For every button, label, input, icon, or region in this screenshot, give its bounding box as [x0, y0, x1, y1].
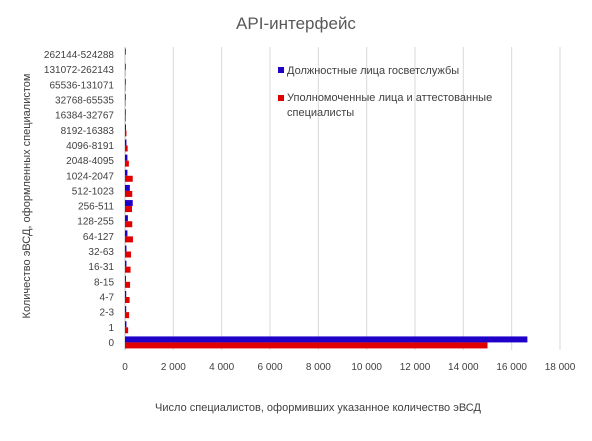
legend-label-series-1: Должностные лица госветслужбы	[287, 65, 459, 77]
bar-series-2-256-511	[125, 206, 133, 213]
bar-series-2-32-63	[125, 251, 132, 258]
bar-series-2-1024-2047	[125, 175, 133, 182]
y-tick-label: 128-255	[77, 217, 114, 228]
x-tick-label: 6 000	[257, 362, 282, 373]
bar-series-2-2-3	[125, 312, 130, 319]
bar-series-1-128-255	[125, 215, 128, 222]
bar-series-1-16384-32767	[125, 109, 126, 116]
bar-series-2-1	[125, 327, 129, 334]
y-tick-label: 262144-524288	[44, 50, 115, 61]
x-tick-label: 16 000	[496, 362, 527, 373]
bar-series-1-16-31	[125, 260, 127, 267]
bar-series-1-262144-524288	[125, 48, 126, 55]
bar-series-2-8192-16383	[125, 130, 127, 137]
bar-series-2-4-7	[125, 296, 130, 303]
legend-swatch-series-1	[278, 67, 284, 73]
bar-series-1-512-1023	[125, 184, 130, 191]
x-tick-label: 4 000	[209, 362, 234, 373]
bar-series-1-131072-262143	[125, 63, 126, 70]
x-tick-label: 8 000	[306, 362, 331, 373]
x-tick-labels: 0 2 000 4 000 6 000 8 000 10 000 12 000 14 000 1…	[122, 362, 576, 373]
y-tick-label: 1	[108, 323, 114, 334]
y-tick-label: 4-7	[100, 292, 115, 303]
y-tick-label: 8192-16383	[61, 126, 115, 137]
bar-series-1-2048-4095	[125, 154, 128, 161]
bar-series-2-0	[125, 342, 488, 349]
bar-series-1-65536-131071	[125, 78, 126, 85]
bar-series-2-16-31	[125, 266, 131, 273]
legend-swatch-series-2	[278, 95, 284, 101]
bar-series-1-4096-8191	[125, 139, 127, 146]
bar-series-2-128-255	[125, 221, 133, 228]
bar-series-2-64-127	[125, 236, 133, 243]
x-tick-label: 0	[122, 362, 128, 373]
y-tick-label: 1024-2047	[66, 171, 114, 182]
bars	[125, 48, 528, 349]
y-tick-label: 256-511	[78, 202, 114, 213]
bar-series-1-64-127	[125, 230, 128, 237]
bar-series-1-8192-16383	[125, 124, 126, 131]
x-tick-label: 18 000	[545, 362, 576, 373]
bar-series-2-512-1023	[125, 190, 133, 197]
bar-series-1-256-511	[125, 200, 133, 207]
x-tick-label: 2 000	[161, 362, 186, 373]
bar-series-1-0	[125, 336, 528, 343]
x-tick-label: 14 000	[448, 362, 479, 373]
x-tick-label: 12 000	[400, 362, 431, 373]
x-tick-label: 10 000	[351, 362, 382, 373]
bar-series-1-32-63	[125, 245, 127, 252]
bar-series-1-1024-2047	[125, 169, 128, 176]
y-tick-label: 65536-131071	[49, 80, 114, 91]
y-tick-label: 32768-65535	[55, 96, 114, 107]
y-tick-label: 0	[108, 338, 114, 349]
bar-series-2-16384-32767	[125, 115, 126, 122]
legend-label-series-2: Уполномоченные лица и аттестованные специ…	[287, 92, 492, 119]
bar-series-1-2-3	[125, 306, 127, 313]
bar-series-2-2048-4095	[125, 160, 129, 167]
y-tick-label: 32-63	[88, 247, 114, 258]
bar-series-2-4096-8191	[125, 145, 128, 152]
bar-series-2-8-15	[125, 281, 131, 288]
y-tick-label: 512-1023	[72, 186, 115, 197]
bar-series-1-32768-65535	[125, 94, 126, 101]
legend: Должностные лица госветслужбы Уполномоче…	[278, 65, 492, 119]
x-axis-label: Число специалистов, оформивших указанное…	[155, 402, 481, 414]
y-tick-label: 64-127	[83, 232, 115, 243]
y-tick-label: 2048-4095	[66, 156, 114, 167]
y-tick-label: 131072-262143	[44, 65, 115, 76]
chart-title: API-интерфейс	[236, 14, 356, 33]
y-tick-label: 2-3	[100, 308, 115, 319]
bar-series-1-8-15	[125, 275, 126, 282]
y-tick-label: 8-15	[94, 277, 114, 288]
bar-series-1-4-7	[125, 290, 127, 297]
bar-series-1-1	[125, 321, 127, 328]
y-tick-label: 16-31	[88, 262, 114, 273]
y-tick-label: 16384-32767	[55, 111, 114, 122]
y-axis-label: Количество эВСД, оформленных специалисто…	[21, 74, 33, 319]
y-tick-label: 4096-8191	[66, 141, 114, 152]
y-tick-labels: 0 1 2-3 4-7 8-15 16-31 32-63 64-127 128-255 256-5…	[44, 50, 115, 349]
